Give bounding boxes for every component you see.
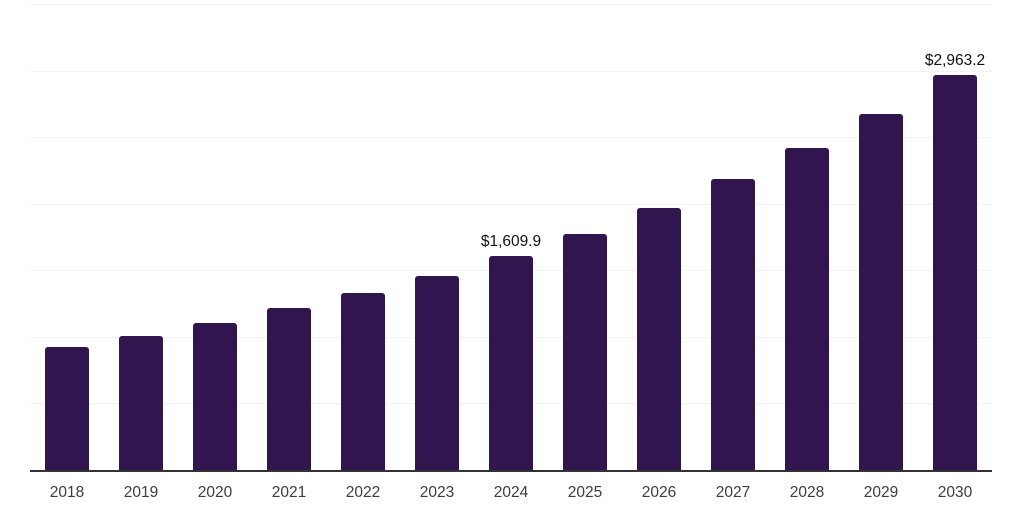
bar-slot-2019 xyxy=(104,4,178,470)
bar-2020 xyxy=(193,322,237,470)
bar-2018 xyxy=(45,346,89,470)
x-tick-label-2026: 2026 xyxy=(641,484,677,501)
bar-2021 xyxy=(267,308,311,470)
gridline-3000 xyxy=(30,70,992,72)
x-tick-label-2022: 2022 xyxy=(345,484,381,501)
gridline-2500 xyxy=(30,137,992,139)
x-tick-label-2021: 2021 xyxy=(271,484,307,501)
bar-slot-2022 xyxy=(326,4,400,470)
bar-2025 xyxy=(563,233,607,470)
bar-2027 xyxy=(711,179,755,470)
gridline-2000 xyxy=(30,203,992,205)
bar-slot-2021 xyxy=(252,4,326,470)
bar-value-label-2024: $1,609.9 xyxy=(480,232,542,250)
bar-slot-2024: $1,609.9 xyxy=(474,4,548,470)
x-tick-label-2029: 2029 xyxy=(863,484,899,501)
bar-slot-2027 xyxy=(696,4,770,470)
bar-2024: $1,609.9 xyxy=(481,233,541,470)
bar-value-label-2030: $2,963.2 xyxy=(924,52,986,70)
bar-2030: $2,963.2 xyxy=(925,52,985,470)
bar-slot-2020 xyxy=(178,4,252,470)
bar-slot-2029 xyxy=(844,4,918,470)
x-tick-label-2025: 2025 xyxy=(567,484,603,501)
x-tick-label-2030: 2030 xyxy=(937,484,973,501)
x-tick-label-2027: 2027 xyxy=(715,484,751,501)
x-tick-label-2023: 2023 xyxy=(419,484,455,501)
bar-slot-2018 xyxy=(30,4,104,470)
bars-row: $1,609.9 $2,963.2 xyxy=(30,4,992,470)
x-tick-label-2018: 2018 xyxy=(49,484,85,501)
bar-2023 xyxy=(415,276,459,470)
bar-2026 xyxy=(637,208,681,470)
x-tick-label-2019: 2019 xyxy=(123,484,159,501)
x-tick-label-2024: 2024 xyxy=(493,484,529,501)
bar-2029 xyxy=(859,113,903,470)
bar-2019 xyxy=(119,335,163,470)
bar-slot-2028 xyxy=(770,4,844,470)
x-axis-labels: 2018 2019 2020 2021 2022 2023 2024 2025 2026 2027… xyxy=(30,483,992,502)
x-tick-label-2028: 2028 xyxy=(789,484,825,501)
bar-slot-2026 xyxy=(622,4,696,470)
bar-slot-2025 xyxy=(548,4,622,470)
bar-2022 xyxy=(341,292,385,470)
x-axis-line xyxy=(30,470,992,472)
bar-2028 xyxy=(785,148,829,470)
gridline-3500 xyxy=(30,4,992,5)
bar-slot-2023 xyxy=(400,4,474,470)
bar-slot-2030: $2,963.2 xyxy=(918,4,992,470)
plot-area: $1,609.9 $2,963.2 xyxy=(30,4,992,470)
x-tick-label-2020: 2020 xyxy=(197,484,233,501)
